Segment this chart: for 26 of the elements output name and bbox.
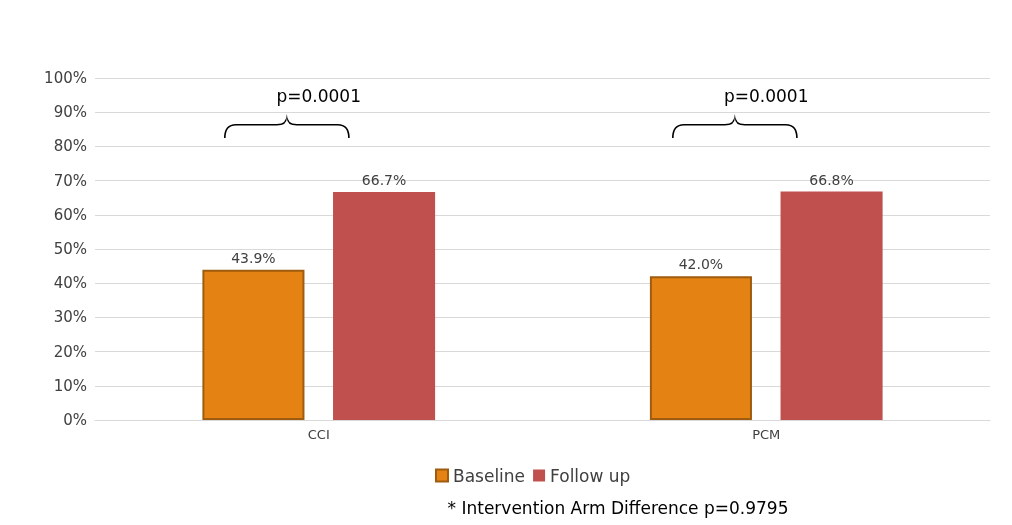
text: * Intervention Arm Difference p=0.9795 xyxy=(447,498,789,518)
data-label: 43.9% xyxy=(231,249,276,266)
y-tick-label: 0% xyxy=(63,411,87,429)
x-tick-label: CCI xyxy=(307,427,330,442)
y-tick-label: 40% xyxy=(53,274,87,293)
annotation: p=0.0001 xyxy=(723,86,809,106)
legend-label: Follow up xyxy=(550,465,631,486)
bar xyxy=(202,269,305,420)
bar xyxy=(649,276,752,420)
y-tick-label: 20% xyxy=(53,342,87,361)
y-tick-label: 90% xyxy=(53,103,87,122)
data-label: 42.0% xyxy=(678,256,724,273)
y-tick-label: 30% xyxy=(53,308,87,327)
y-tick-label: 50% xyxy=(53,240,87,258)
bar xyxy=(333,191,436,420)
y-tick-label: 10% xyxy=(53,376,87,395)
y-tick-label: 60% xyxy=(53,205,87,224)
y-tick-label: 100% xyxy=(44,69,87,87)
bar xyxy=(780,191,883,420)
legend-label: Baseline xyxy=(453,465,526,486)
data-label: 66.8% xyxy=(809,171,854,188)
data-label: 66.7% xyxy=(361,171,407,188)
y-tick-label: 70% xyxy=(53,171,87,190)
x-tick-label: PCM xyxy=(752,427,781,442)
y-tick-label: 80% xyxy=(53,137,87,156)
annotation: p=0.0001 xyxy=(276,86,362,106)
